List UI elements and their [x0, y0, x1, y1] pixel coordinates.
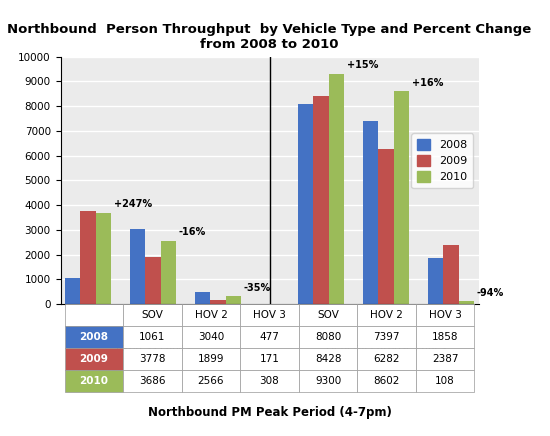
Text: +15%: +15% [347, 60, 378, 70]
Text: Express Lanes: Express Lanes [116, 343, 190, 353]
Bar [145, 257, 161, 304]
Bar [65, 278, 80, 304]
Bar [161, 241, 176, 304]
Text: +16%: +16% [412, 78, 443, 88]
Bar [226, 296, 241, 304]
Title: Northbound  Person Throughput  by Vehicle Type and Percent Change
from 2008 to 2: Northbound Person Throughput by Vehicle … [7, 24, 532, 51]
Text: Northbound PM Peak Period (4-7pm): Northbound PM Peak Period (4-7pm) [147, 405, 392, 419]
Bar [394, 91, 409, 304]
Text: General Purpose Lanes: General Purpose Lanes [326, 343, 446, 353]
Bar [210, 300, 225, 304]
Bar [80, 211, 96, 304]
Bar [443, 245, 459, 304]
Bar [314, 95, 329, 304]
Bar [329, 74, 344, 304]
Bar [378, 149, 394, 304]
Bar [96, 213, 111, 304]
Bar [130, 229, 145, 304]
Bar [298, 104, 314, 304]
Bar [459, 301, 474, 304]
Text: +247%: +247% [114, 199, 152, 209]
Bar [428, 258, 443, 304]
Text: -94%: -94% [477, 288, 504, 298]
Text: -16%: -16% [179, 227, 206, 237]
Text: -35%: -35% [244, 283, 271, 293]
Bar [195, 292, 210, 304]
Bar [363, 121, 378, 304]
Legend: 2008, 2009, 2010: 2008, 2009, 2010 [411, 133, 473, 188]
